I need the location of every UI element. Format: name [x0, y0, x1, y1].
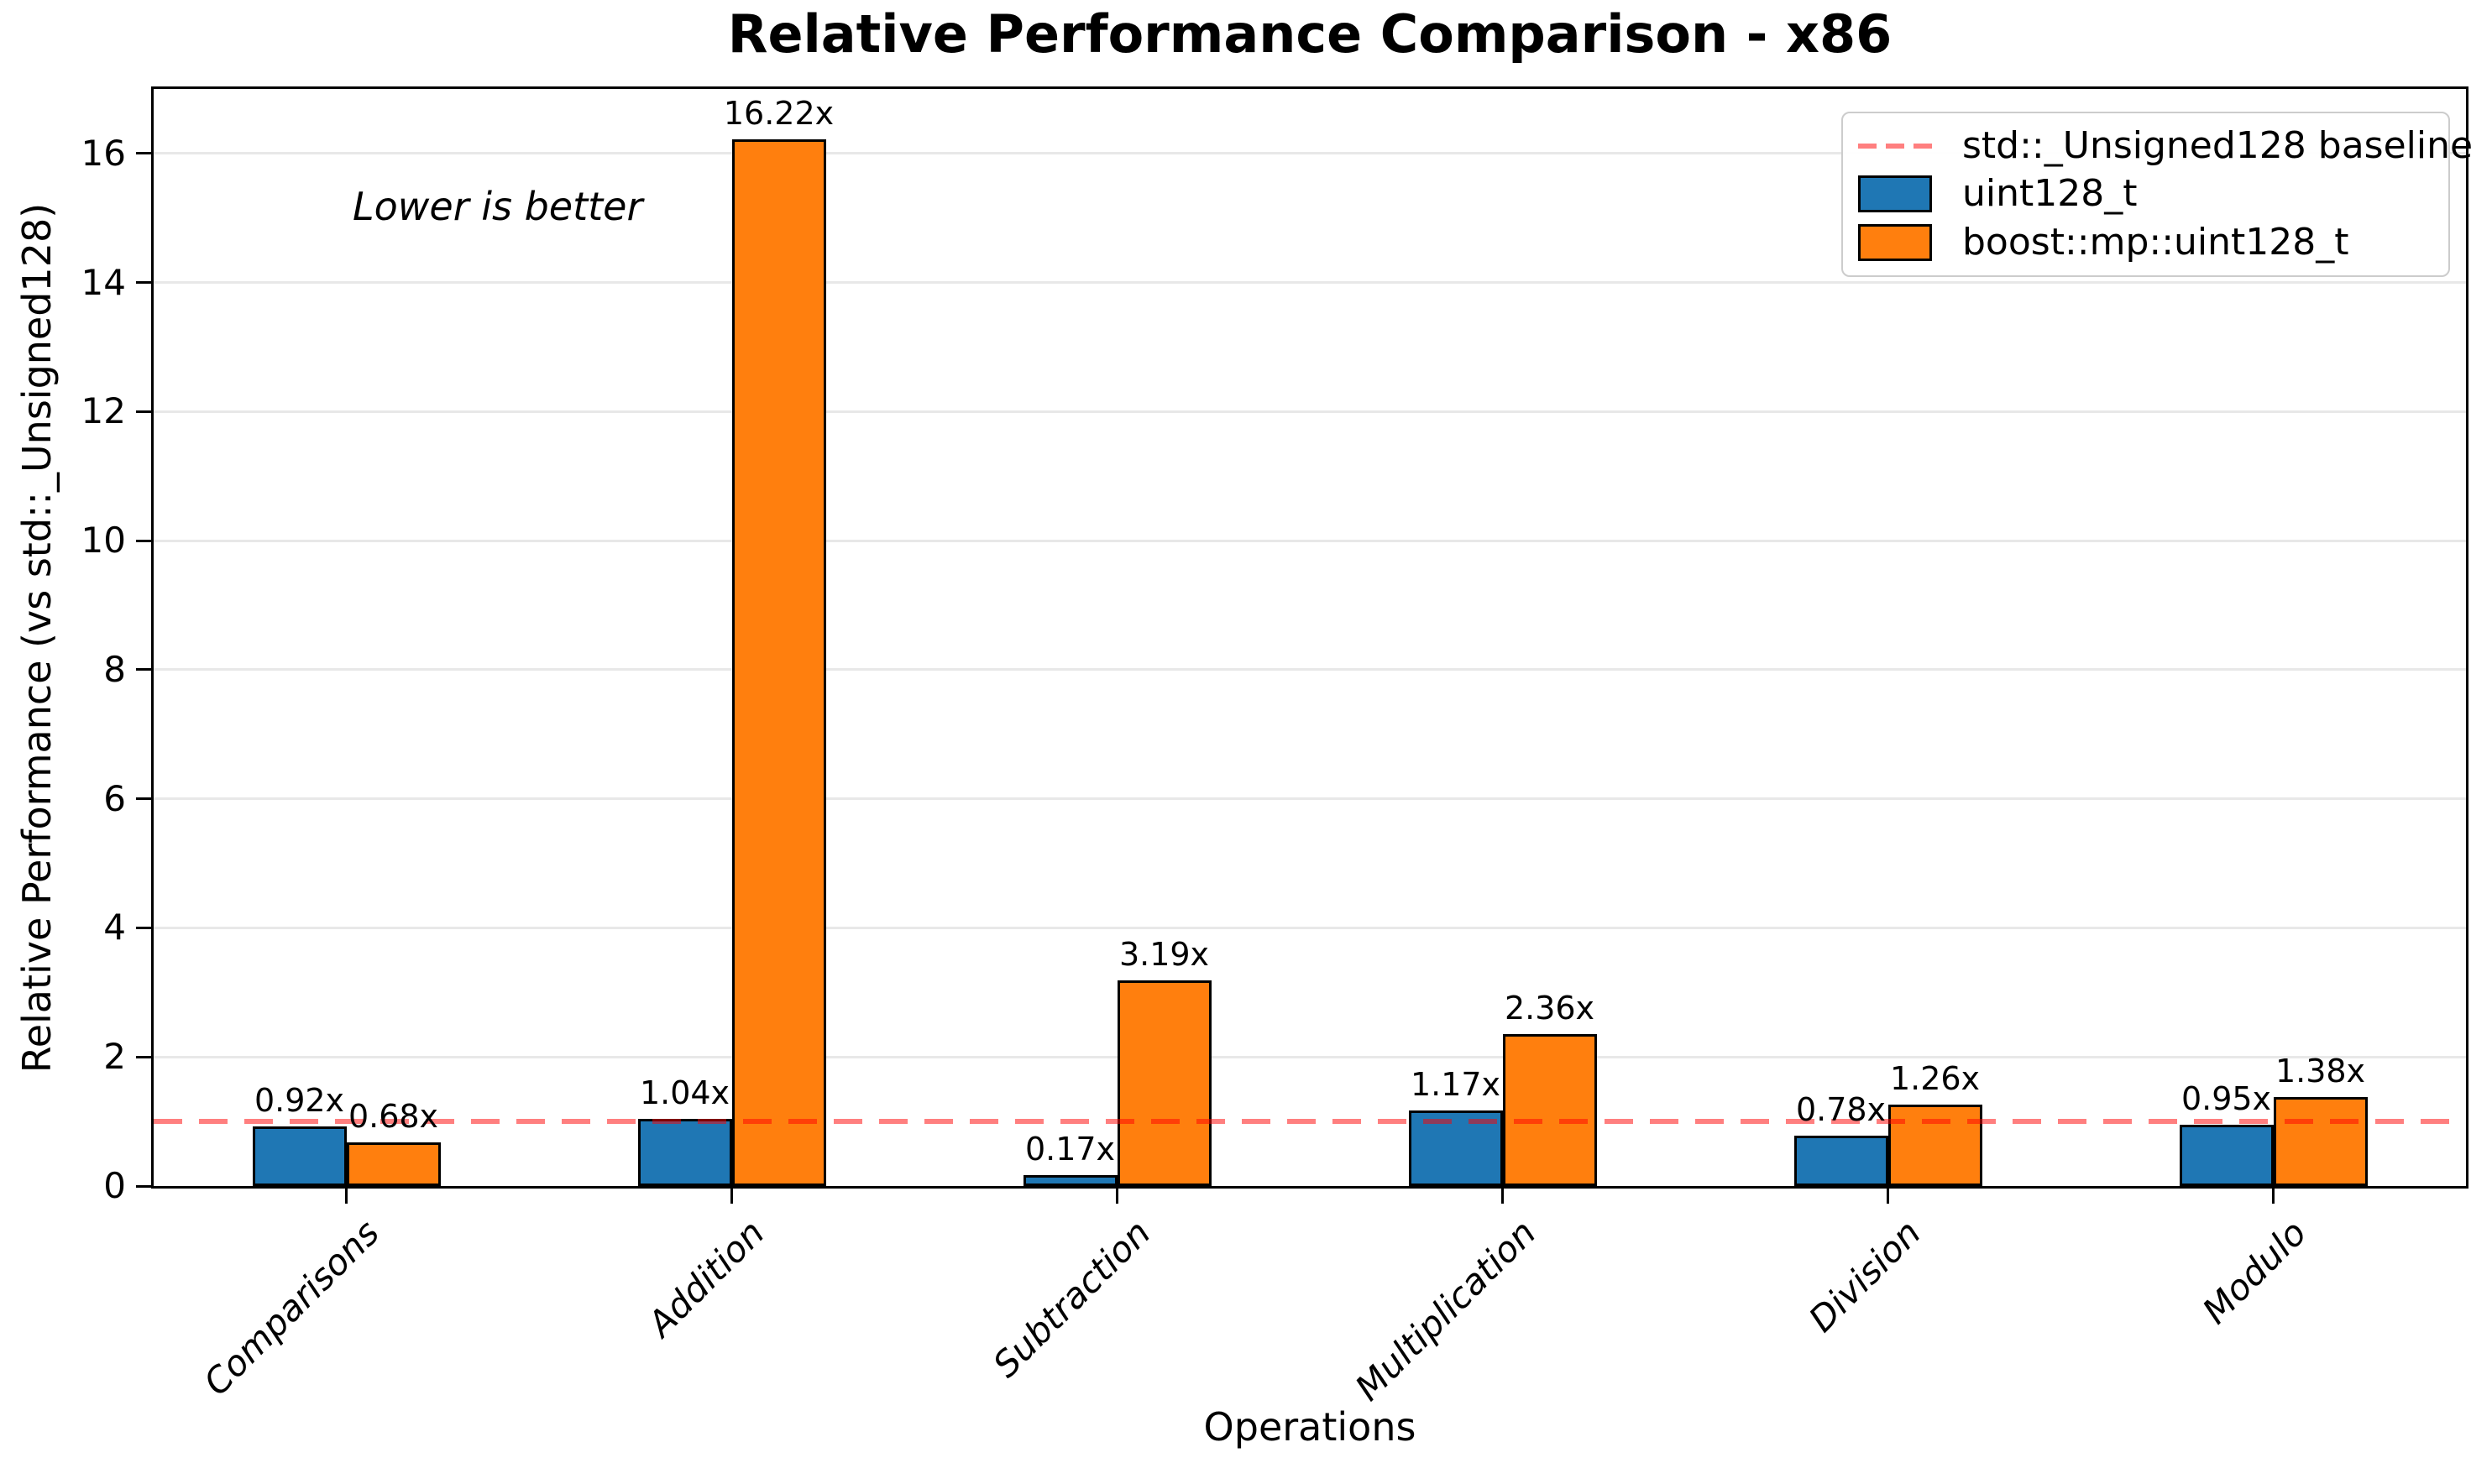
bar-value-label-uint128-t-comparisons: 0.92x — [254, 1082, 345, 1120]
baseline-dashed-line — [154, 1119, 2466, 1125]
bar-value-label-boost-mp-uint128-t-division: 1.26x — [1889, 1060, 1981, 1098]
x-tick-label-addition: Addition — [640, 1212, 773, 1345]
bar-uint128-t-addition — [637, 1119, 732, 1186]
bar-uint128-t-comparisons — [252, 1126, 347, 1186]
y-tick-mark-2 — [136, 1055, 151, 1058]
gridline-y-10 — [154, 539, 2466, 542]
bar-boost-mp-uint128-t-comparisons — [346, 1142, 441, 1186]
y-tick-mark-6 — [136, 797, 151, 801]
x-tick-mark-addition — [730, 1189, 733, 1204]
series-color-swatch-boost-mp-uint128-t — [1858, 224, 1932, 262]
x-tick-mark-division — [1887, 1189, 1889, 1204]
gridline-y-12 — [154, 410, 2466, 413]
chart-title: Relative Performance Comparison - x86 — [727, 3, 1893, 65]
y-tick-mark-12 — [136, 410, 151, 413]
legend-item-baseline: std::_Unsigned128 baseline — [1858, 123, 2473, 169]
x-tick-mark-multiplication — [1501, 1189, 1504, 1204]
gridline-y-16 — [154, 152, 2466, 155]
baseline-dash-icon — [1858, 143, 1932, 149]
bar-boost-mp-uint128-t-addition — [731, 138, 826, 1186]
bar-boost-mp-uint128-t-division — [1887, 1105, 1982, 1186]
legend-label-boost-mp-uint128-t: boost::mp::uint128_t — [1962, 221, 2349, 264]
legend-label-uint128-t: uint128_t — [1962, 172, 2138, 216]
x-tick-mark-modulo — [2272, 1189, 2275, 1204]
x-tick-label-comparisons: Comparisons — [196, 1212, 388, 1403]
bar-value-label-boost-mp-uint128-t-modulo: 1.38x — [2275, 1052, 2366, 1089]
bar-value-label-uint128-t-modulo: 0.95x — [2180, 1079, 2272, 1117]
x-tick-mark-subtraction — [1116, 1189, 1118, 1204]
y-tick-mark-4 — [136, 926, 151, 929]
y-tick-label-12: 12 — [81, 390, 126, 432]
y-tick-label-8: 8 — [103, 648, 126, 690]
bar-value-label-uint128-t-subtraction: 0.17x — [1024, 1130, 1116, 1168]
bar-boost-mp-uint128-t-multiplication — [1502, 1033, 1597, 1186]
y-tick-label-4: 4 — [103, 907, 126, 948]
x-tick-mark-comparisons — [345, 1189, 348, 1204]
gridline-y-2 — [154, 1055, 2466, 1058]
bar-value-label-boost-mp-uint128-t-multiplication: 2.36x — [1504, 989, 1595, 1027]
legend-item-uint128-t: uint128_t — [1858, 171, 2433, 217]
y-tick-mark-16 — [136, 152, 151, 155]
legend: std::_Unsigned128 baseline uint128_t boo… — [1841, 112, 2473, 277]
bar-value-label-boost-mp-uint128-t-subtraction: 3.19x — [1118, 935, 1210, 973]
y-tick-label-14: 14 — [81, 261, 126, 303]
gridline-y-14 — [154, 281, 2466, 285]
y-tick-label-0: 0 — [103, 1165, 126, 1206]
x-tick-label-division: Division — [1800, 1212, 1929, 1340]
bar-uint128-t-subtraction — [1023, 1174, 1118, 1186]
bar-value-label-uint128-t-addition: 1.04x — [639, 1074, 730, 1112]
gridline-y-8 — [154, 668, 2466, 671]
y-tick-mark-0 — [136, 1184, 151, 1188]
y-tick-mark-8 — [136, 668, 151, 671]
y-tick-mark-10 — [136, 539, 151, 542]
annotation-lower-is-better: Lower is better — [353, 184, 643, 229]
bar-value-label-boost-mp-uint128-t-comparisons: 0.68x — [348, 1097, 439, 1135]
x-tick-label-multiplication: Multiplication — [1347, 1212, 1544, 1409]
x-tick-label-subtraction: Subtraction — [984, 1212, 1159, 1386]
y-tick-label-10: 10 — [81, 520, 126, 562]
y-tick-label-16: 16 — [81, 132, 126, 174]
y-tick-label-6: 6 — [103, 777, 126, 819]
y-tick-label-2: 2 — [103, 1036, 126, 1078]
bar-value-label-uint128-t-multiplication: 1.17x — [1410, 1066, 1501, 1104]
legend-item-boost-mp-uint128-t: boost::mp::uint128_t — [1858, 220, 2433, 265]
y-tick-mark-14 — [136, 281, 151, 285]
bar-value-label-uint128-t-division: 0.78x — [1795, 1091, 1887, 1129]
bar-boost-mp-uint128-t-subtraction — [1117, 980, 1212, 1186]
bar-uint128-t-modulo — [2179, 1124, 2274, 1186]
x-axis-label: Operations — [1203, 1404, 1416, 1450]
bar-uint128-t-division — [1793, 1136, 1888, 1186]
gridline-y-6 — [154, 797, 2466, 801]
legend-label-baseline: std::_Unsigned128 baseline — [1962, 123, 2474, 167]
bar-boost-mp-uint128-t-modulo — [2273, 1096, 2368, 1186]
series-color-swatch-uint128-t — [1858, 175, 1932, 213]
bar-value-label-boost-mp-uint128-t-addition: 16.22x — [723, 94, 835, 132]
gridline-y-4 — [154, 926, 2466, 929]
x-tick-label-modulo: Modulo — [2194, 1212, 2315, 1332]
